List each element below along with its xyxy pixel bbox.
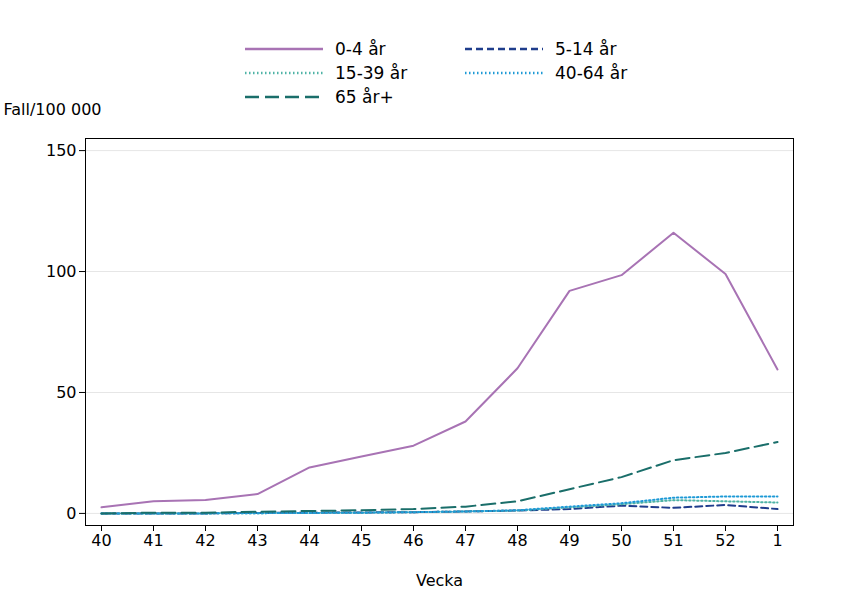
svg-text:150: 150 xyxy=(46,141,77,160)
svg-text:0: 0 xyxy=(66,504,76,523)
svg-text:45: 45 xyxy=(351,531,371,550)
svg-text:41: 41 xyxy=(143,531,163,550)
svg-text:Fall/100 000: Fall/100 000 xyxy=(4,100,102,119)
svg-text:46: 46 xyxy=(403,531,423,550)
svg-text:50: 50 xyxy=(56,383,76,402)
svg-text:49: 49 xyxy=(559,531,579,550)
html-text:0-4 år: 0-4 år xyxy=(335,39,386,59)
svg-text:48: 48 xyxy=(507,531,527,550)
svg-text:50: 50 xyxy=(611,531,631,550)
svg-text:47: 47 xyxy=(455,531,475,550)
svg-text:52: 52 xyxy=(715,531,735,550)
svg-text:51: 51 xyxy=(663,531,683,550)
svg-text:44: 44 xyxy=(299,531,319,550)
html-text:15-39 år: 15-39 år xyxy=(335,63,408,83)
svg-text:1: 1 xyxy=(772,531,782,550)
svg-text:40: 40 xyxy=(91,531,111,550)
svg-text:Vecka: Vecka xyxy=(416,571,463,590)
html-text:65 år+: 65 år+ xyxy=(335,87,394,107)
html-text:5-14 år: 5-14 år xyxy=(555,39,617,59)
svg-text:43: 43 xyxy=(247,531,267,550)
svg-text:100: 100 xyxy=(46,262,77,281)
svg-text:42: 42 xyxy=(195,531,215,550)
html-text:40-64 år: 40-64 år xyxy=(555,63,628,83)
